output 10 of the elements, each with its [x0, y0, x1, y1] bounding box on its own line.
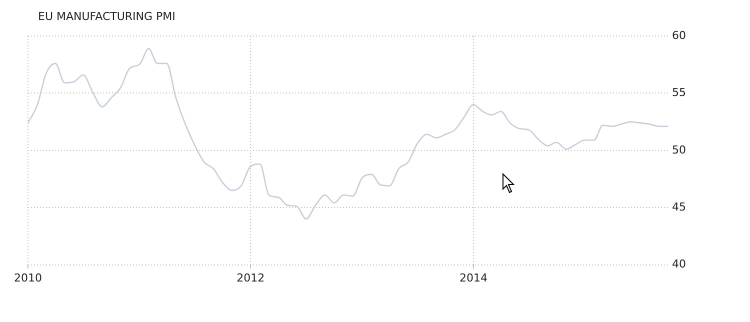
- x-tick-label: 2010: [14, 271, 42, 284]
- y-tick-label: 50: [672, 143, 686, 156]
- chart-title: EU MANUFACTURING PMI: [38, 10, 176, 23]
- x-tick-label: 2014: [459, 271, 488, 284]
- x-tick-label: 2012: [236, 271, 265, 284]
- y-tick-label: 60: [672, 28, 686, 42]
- line-series: [28, 48, 668, 220]
- y-tick-label: 40: [672, 258, 686, 271]
- y-tick-label: 55: [672, 86, 686, 100]
- y-tick-label: 45: [672, 200, 686, 214]
